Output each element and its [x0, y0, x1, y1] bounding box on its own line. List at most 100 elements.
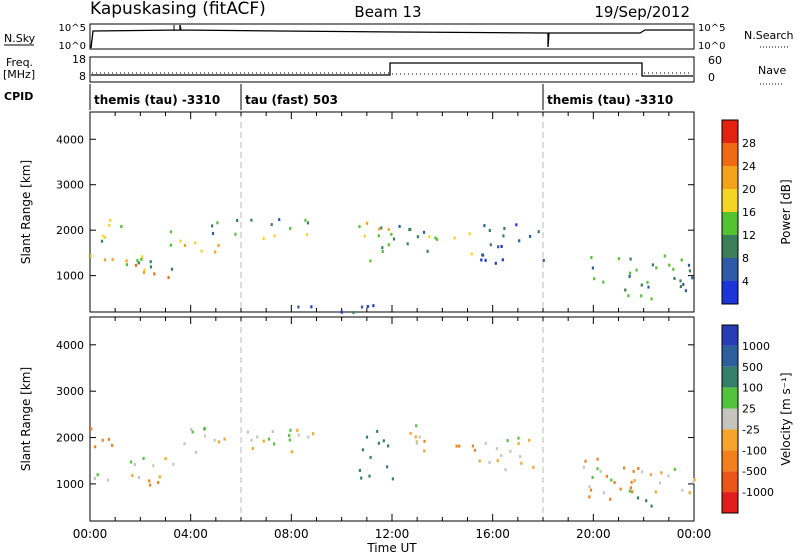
velocity-echo-cell	[667, 474, 670, 478]
velocity-y-axis-title: Slant Range [km]	[19, 367, 33, 471]
power-echo-cell	[673, 277, 676, 280]
power-echo-cell	[655, 266, 658, 270]
power-echo-cell	[262, 236, 265, 240]
nave-tick-top: 60	[708, 54, 722, 67]
power-colorbar-cell	[722, 235, 738, 258]
velocity-echo-cell	[631, 490, 634, 494]
power-y-tick-label: 4000	[56, 133, 84, 146]
power-colorbar-tick-label: 4	[742, 275, 749, 288]
power-echo-cell	[679, 279, 682, 283]
velocity-colorbar-frame	[721, 324, 739, 514]
power-echo-cell	[680, 258, 683, 262]
velocity-panel: 1000 2000 3000 4000 Slant Range [km] 1000 500 1…	[19, 316, 793, 522]
power-colorbar-title: Power [dB]	[779, 179, 793, 244]
velocity-colorbar-tick-label: 1000	[742, 340, 770, 353]
velocity-echo-cell	[637, 467, 640, 470]
power-echo-cell	[453, 236, 456, 240]
power-echo-cell	[179, 239, 182, 243]
power-echo-cell	[369, 259, 372, 263]
velocity-echo-cell	[641, 470, 644, 474]
velocity-echo-cell	[251, 447, 254, 450]
velocity-echo-cell	[693, 478, 696, 482]
power-echo-cell	[387, 243, 390, 247]
power-echo-cell	[153, 272, 156, 276]
power-echo-cell	[488, 229, 491, 232]
cpid-segment-label: tau (fast) 503	[245, 93, 338, 107]
cpid-segment-label: themis (tau) -3310	[547, 93, 673, 107]
velocity-echo-cell	[93, 477, 96, 481]
velocity-echo-cell	[423, 439, 426, 443]
velocity-echo-cell	[520, 461, 523, 465]
velocity-echo-cell	[605, 474, 608, 478]
nave-label: Nave	[758, 64, 786, 77]
power-echo-cell	[481, 253, 484, 257]
velocity-colorbar-cell	[722, 471, 738, 493]
velocity-echo-cell	[358, 468, 361, 472]
power-echo-cell	[422, 230, 426, 234]
velocity-echo-cell	[650, 504, 653, 508]
velocity-echo-cell	[107, 437, 110, 441]
velocity-echo-cell	[409, 431, 412, 435]
velocity-echo-cell	[596, 467, 599, 471]
velocity-echo-cell	[415, 424, 418, 428]
velocity-echo-cell	[478, 459, 481, 463]
velocity-echo-cell	[660, 471, 663, 475]
velocity-colorbar-cell	[722, 492, 738, 513]
power-colorbar-cell	[722, 212, 738, 235]
velocity-echo-cell	[629, 486, 632, 490]
velocity-echo-cell	[619, 487, 622, 491]
power-echo-cell	[434, 236, 437, 240]
power-echo-cell	[100, 239, 104, 243]
velocity-echo-cell	[152, 464, 155, 468]
velocity-echo-cell	[195, 450, 198, 454]
power-echo-cell	[216, 221, 219, 225]
power-echo-cell	[366, 305, 369, 308]
power-colorbar-tick-label: 28	[742, 137, 756, 150]
velocity-echo-cell	[506, 439, 509, 443]
velocity-echo-cell	[591, 476, 594, 479]
velocity-echo-cell	[107, 478, 110, 482]
power-echo-cell	[211, 231, 215, 235]
velocity-echo-cell	[519, 455, 522, 458]
power-colorbar-tick-label: 20	[742, 183, 756, 196]
power-echo-cell	[108, 218, 112, 222]
velocity-echo-cell	[191, 430, 194, 434]
velocity-colorbar-cell	[722, 387, 738, 409]
velocity-y-tick-label: 3000	[56, 385, 84, 398]
velocity-echo-cell	[588, 495, 591, 499]
power-echo-cell	[140, 255, 144, 259]
velocity-echo-cell	[137, 476, 141, 479]
velocity-echo-cell	[386, 465, 389, 469]
velocity-echo-cell	[589, 488, 593, 492]
velocity-echo-cell	[203, 426, 206, 430]
velocity-echo-cell	[376, 429, 379, 433]
velocity-echo-cell	[290, 450, 293, 454]
velocity-echo-cell	[488, 461, 491, 464]
velocity-colorbar-cell	[722, 450, 738, 472]
velocity-echo-cell	[622, 466, 626, 470]
power-echo-cell	[489, 243, 492, 247]
velocity-echo-cell	[500, 454, 503, 457]
power-echo-cell	[143, 268, 146, 272]
x-tick-label: 00:00	[677, 527, 712, 541]
power-echo-cell	[149, 265, 153, 269]
power-echo-cell	[640, 283, 643, 287]
velocity-echo-cell	[582, 465, 585, 469]
velocity-echo-cell	[223, 437, 226, 441]
velocity-echo-cell	[246, 430, 249, 434]
velocity-echo-cell	[509, 449, 512, 453]
power-echo-cell	[651, 263, 654, 267]
power-colorbar-cell	[722, 120, 738, 143]
power-echo-cell	[428, 235, 431, 239]
x-tick-label: 04:00	[173, 527, 208, 541]
velocity-colorbar-cell	[722, 408, 738, 430]
velocity-echo-cell	[628, 489, 631, 493]
power-echo-cell	[468, 232, 471, 236]
velocity-echo-cell	[658, 481, 662, 485]
velocity-echo-cell	[94, 445, 97, 449]
velocity-colorbar-tick-label: 500	[742, 361, 763, 374]
velocity-echo-cell	[609, 497, 612, 501]
velocity-colorbar-cell	[722, 366, 738, 388]
power-echo-cell	[617, 257, 621, 261]
velocity-echo-cell	[142, 456, 145, 460]
